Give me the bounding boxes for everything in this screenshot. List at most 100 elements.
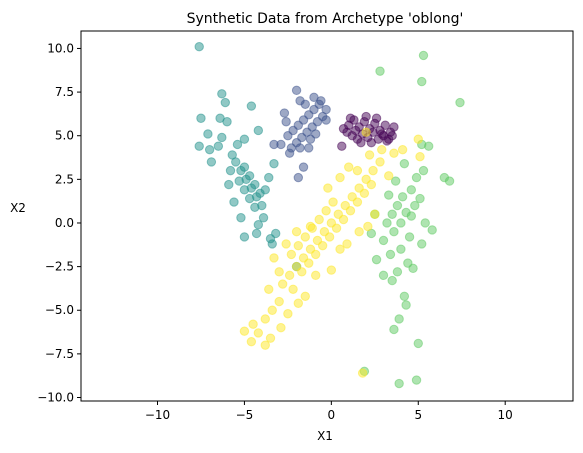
scatter-point (366, 179, 377, 190)
scatter-point (410, 200, 420, 211)
scatter-point (251, 228, 262, 239)
scatter-point (321, 206, 331, 216)
scatter-point (338, 214, 349, 225)
scatter-point (253, 328, 264, 338)
scatter-point (417, 76, 427, 87)
scatter-point (363, 221, 373, 232)
scatter-point (248, 319, 258, 329)
scatter-point (253, 125, 264, 136)
scatter-point (356, 138, 366, 148)
x-tick-label: −5 (236, 408, 254, 422)
scatter-point (267, 305, 277, 315)
scatter-point (316, 96, 326, 106)
scatter-point (246, 101, 257, 111)
scatter-point (277, 279, 288, 289)
scatter-point (265, 233, 276, 244)
scatter-point (392, 200, 403, 211)
scatter-point (350, 125, 361, 136)
scatter-point (311, 270, 321, 281)
scatter-point (394, 314, 404, 324)
scatter-point (260, 185, 270, 195)
scatter-point (295, 143, 305, 153)
scatter-point (274, 267, 284, 277)
scatter-point (304, 143, 314, 153)
scatter-point (328, 197, 338, 207)
x-tick-label: 10 (498, 408, 513, 422)
scatter-point (413, 338, 423, 349)
scatter-point (352, 165, 363, 176)
scatter-point (194, 42, 204, 52)
scatter-point (225, 165, 236, 176)
scatter-point (204, 144, 215, 155)
scatter-point (404, 232, 415, 242)
scatter-point (196, 113, 206, 123)
scatter-point (377, 129, 387, 139)
scatter-point (293, 172, 304, 183)
scatter-point (324, 232, 335, 242)
scatter-point (377, 144, 387, 155)
scatter-point (399, 291, 410, 301)
scatter-point (297, 267, 307, 277)
scatter-point (300, 232, 310, 242)
y-tick-label: 10.0 (47, 41, 74, 55)
scatter-points (194, 42, 465, 389)
scatter-point (203, 129, 213, 139)
x-tick-label: 5 (414, 408, 422, 422)
y-axis-label: X2 (10, 201, 26, 215)
scatter-point (380, 120, 390, 130)
scatter-point (378, 270, 389, 281)
scatter-point (291, 85, 302, 96)
y-axis-ticks: −10.0 −7.5 −5.0 −2.5 0.0 2.5 5.0 7.5 10.0 (37, 41, 81, 405)
scatter-point (361, 127, 371, 137)
y-tick-label: −5.0 (45, 303, 74, 317)
scatter-point (401, 300, 411, 310)
scatter-point (331, 223, 342, 233)
scatter-point (378, 235, 389, 246)
scatter-point (281, 239, 291, 249)
scatter-point (232, 139, 243, 150)
scatter-point (396, 244, 406, 254)
scatter-point (281, 117, 291, 127)
scatter-point (224, 179, 234, 190)
scatter-point (317, 240, 328, 251)
scatter-point (335, 172, 345, 183)
scatter-point (427, 225, 437, 235)
scatter-point (387, 209, 397, 219)
scatter-point (389, 324, 399, 335)
scatter-point (344, 162, 354, 172)
scatter-point (387, 131, 397, 141)
scatter-point (284, 148, 295, 158)
scatter-point (311, 249, 321, 260)
scatter-point (323, 183, 333, 193)
scatter-point (371, 113, 382, 123)
scatter-point (417, 239, 427, 249)
scatter-point (411, 172, 422, 183)
y-tick-label: −10.0 (37, 391, 74, 405)
scatter-point (382, 218, 392, 228)
x-tick-label: −10 (145, 408, 170, 422)
scatter-point (229, 197, 239, 207)
scatter-point (206, 157, 217, 167)
scatter-point (337, 141, 347, 151)
scatter-point (321, 104, 331, 115)
x-axis-label: X1 (317, 429, 333, 443)
scatter-point (368, 165, 378, 176)
scatter-point (239, 162, 250, 172)
scatter-point (385, 249, 396, 260)
scatter-point (288, 284, 298, 294)
scatter-point (227, 150, 237, 160)
scatter-point (366, 138, 377, 148)
y-tick-label: 2.5 (55, 172, 74, 186)
scatter-point (217, 89, 227, 99)
scatter-point (415, 151, 425, 162)
scatter-point (420, 218, 430, 228)
scatter-point (264, 284, 274, 294)
scatter-point (300, 291, 310, 301)
scatter-point (389, 227, 399, 237)
scatter-point (250, 179, 260, 190)
scatter-point (239, 326, 250, 336)
scatter-point (305, 221, 316, 232)
scatter-point (394, 378, 404, 389)
scatter-point (244, 171, 255, 181)
scatter-point (415, 193, 425, 204)
